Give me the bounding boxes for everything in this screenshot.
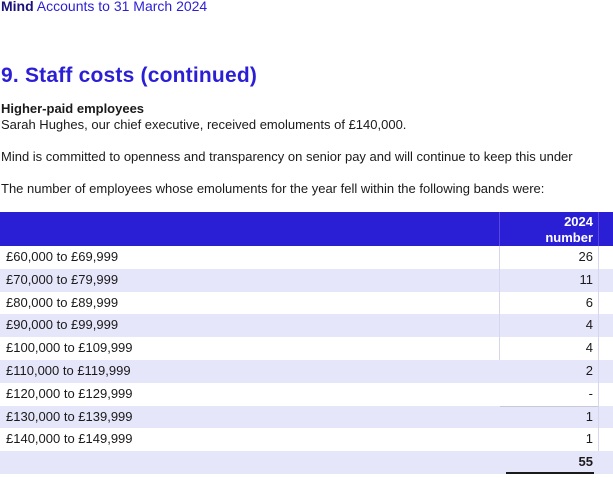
table-header: 2024 number — [0, 212, 613, 246]
table-row: £90,000 to £99,999 4 — [0, 314, 613, 338]
table-row: £140,000 to £149,999 1 — [0, 428, 613, 452]
band-count: 11 — [579, 271, 594, 287]
band-label: £100,000 to £109,999 — [6, 340, 133, 356]
table-row: £110,000 to £119,999 2 — [0, 359, 613, 383]
subsection-heading: Higher-paid employees — [1, 101, 145, 116]
column-divider — [598, 405, 599, 429]
table-row: £130,000 to £139,999 1 — [0, 405, 613, 429]
cell-rule — [500, 405, 598, 407]
column-divider — [598, 212, 599, 246]
table-total-row: 55 — [0, 451, 613, 474]
band-count: 1 — [585, 408, 593, 424]
column-divider — [598, 291, 599, 315]
column-divider — [598, 246, 599, 269]
band-count: 4 — [585, 317, 593, 333]
column-divider — [499, 337, 500, 360]
column-divider — [598, 428, 599, 452]
column-divider — [598, 359, 599, 383]
band-count: 4 — [585, 340, 593, 356]
table-row: £120,000 to £129,999 - — [0, 382, 613, 406]
brand-name: Mind — [1, 0, 34, 14]
band-label: £110,000 to £119,999 — [6, 362, 131, 378]
band-label: £80,000 to £89,999 — [6, 294, 119, 310]
band-label: £90,000 to £99,999 — [6, 317, 119, 333]
column-divider — [499, 291, 500, 315]
band-count: 2 — [585, 362, 593, 378]
emoluments-bands-table: 2024 number £60,000 to £69,999 26 £70,00… — [0, 212, 613, 474]
band-count: 1 — [585, 431, 593, 447]
band-count: - — [588, 385, 593, 401]
document-subtitle: Accounts to 31 March 2024 — [36, 0, 208, 14]
header-year: 2024 — [564, 214, 593, 229]
table-row: £60,000 to £69,999 26 — [0, 246, 613, 269]
document-header: Mind Accounts to 31 March 2024 — [1, 0, 207, 14]
table-row: £80,000 to £89,999 6 — [0, 291, 613, 315]
section-title: 9. Staff costs (continued) — [1, 64, 258, 87]
band-label: £70,000 to £79,999 — [6, 271, 119, 287]
band-label: £140,000 to £149,999 — [6, 431, 133, 447]
band-count: 6 — [585, 294, 593, 310]
table-row: £70,000 to £79,999 11 — [0, 268, 613, 292]
band-count: 26 — [578, 249, 593, 264]
transparency-text: Mind is committed to openness and transp… — [1, 149, 573, 164]
column-divider — [499, 212, 500, 246]
column-divider — [499, 268, 500, 292]
total-underline — [506, 472, 594, 474]
column-divider — [499, 314, 500, 338]
column-divider — [598, 382, 599, 406]
header-unit: number — [545, 230, 593, 245]
table-row: £100,000 to £109,999 4 — [0, 337, 613, 360]
band-label: £130,000 to £139,999 — [6, 408, 133, 424]
band-label: £120,000 to £129,999 — [6, 385, 133, 401]
column-divider — [598, 314, 599, 338]
ceo-emoluments-text: Sarah Hughes, our chief executive, recei… — [1, 117, 407, 132]
column-divider — [598, 268, 599, 292]
band-label: £60,000 to £69,999 — [6, 249, 119, 264]
column-divider — [598, 337, 599, 360]
total-count: 55 — [578, 454, 593, 470]
column-divider — [499, 246, 500, 269]
bands-intro-text: The number of employees whose emoluments… — [1, 181, 545, 196]
